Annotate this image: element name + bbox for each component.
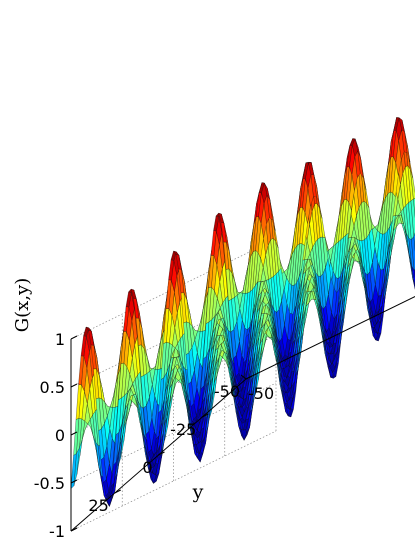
surface-layer xyxy=(71,95,415,507)
y-tick-label: -25 xyxy=(170,420,196,439)
y-tick-label: 25 xyxy=(88,496,108,515)
z-tick-0 xyxy=(71,336,77,339)
y-axis-title: y xyxy=(192,481,204,503)
x-tick-label: -50 xyxy=(248,384,274,403)
y-tick-label: -50 xyxy=(214,382,240,401)
z-tick-label: -0.5 xyxy=(34,474,65,493)
z-tick-label: 0.5 xyxy=(40,378,65,397)
z-tick-label: 1 xyxy=(55,330,65,349)
z-tick-label: 0 xyxy=(55,426,65,445)
y-tick-label: 0 xyxy=(142,458,152,477)
z-axis-title: G(x,y) xyxy=(12,278,33,332)
z-tick-1 xyxy=(71,384,77,387)
